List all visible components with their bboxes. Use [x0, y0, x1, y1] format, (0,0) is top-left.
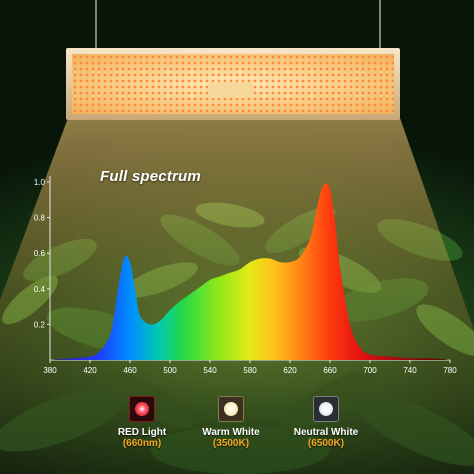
grow-light-panel: [66, 0, 400, 120]
x-axis-ticks: 380 420 460 500 540 580 620 660 700 740 780: [43, 360, 457, 375]
y-tick-label: 0.2: [34, 320, 46, 329]
x-tick-label: 740: [403, 366, 417, 375]
x-tick-label: 780: [443, 366, 457, 375]
chart-title: Full spectrum: [100, 168, 201, 185]
legend-label: Neutral White: [293, 427, 359, 438]
y-axis-ticks: 0.2 0.4 0.6 0.8 1.0: [34, 178, 50, 329]
legend-item-warm: Warm White (3500K): [176, 392, 286, 449]
x-tick-label: 580: [243, 366, 257, 375]
x-tick-label: 700: [363, 366, 377, 375]
x-tick-label: 460: [123, 366, 137, 375]
led-legend: RED Light (660nm) Warm White (3500K) Neu…: [0, 392, 474, 474]
x-tick-label: 420: [83, 366, 97, 375]
y-tick-label: 0.8: [34, 214, 46, 223]
red-led-icon: [129, 396, 155, 422]
x-tick-label: 500: [163, 366, 177, 375]
driver-box: [208, 82, 254, 98]
x-tick-label: 380: [43, 366, 57, 375]
x-tick-label: 660: [323, 366, 337, 375]
x-tick-label: 540: [203, 366, 217, 375]
legend-sub: (6500K): [307, 438, 345, 449]
spectrum-chart: 0.2 0.4 0.6 0.8 1.0 380 420 460 500 540 580 620 660…: [34, 176, 457, 375]
neutral-white-led-icon: [313, 396, 339, 422]
x-tick-label: 620: [283, 366, 297, 375]
warm-white-led-icon: [218, 396, 244, 422]
legend-label: Warm White: [202, 427, 260, 438]
y-tick-label: 1.0: [34, 178, 46, 187]
legend-sub: (3500K): [212, 438, 250, 449]
y-tick-label: 0.4: [34, 285, 46, 294]
legend-label: RED Light: [117, 427, 167, 438]
legend-sub: (660nm): [122, 438, 162, 449]
legend-item-neutral: Neutral White (6500K): [271, 392, 381, 449]
legend-item-red: RED Light (660nm): [87, 392, 197, 449]
spectrum-area: [50, 183, 450, 360]
y-tick-label: 0.6: [34, 249, 46, 258]
